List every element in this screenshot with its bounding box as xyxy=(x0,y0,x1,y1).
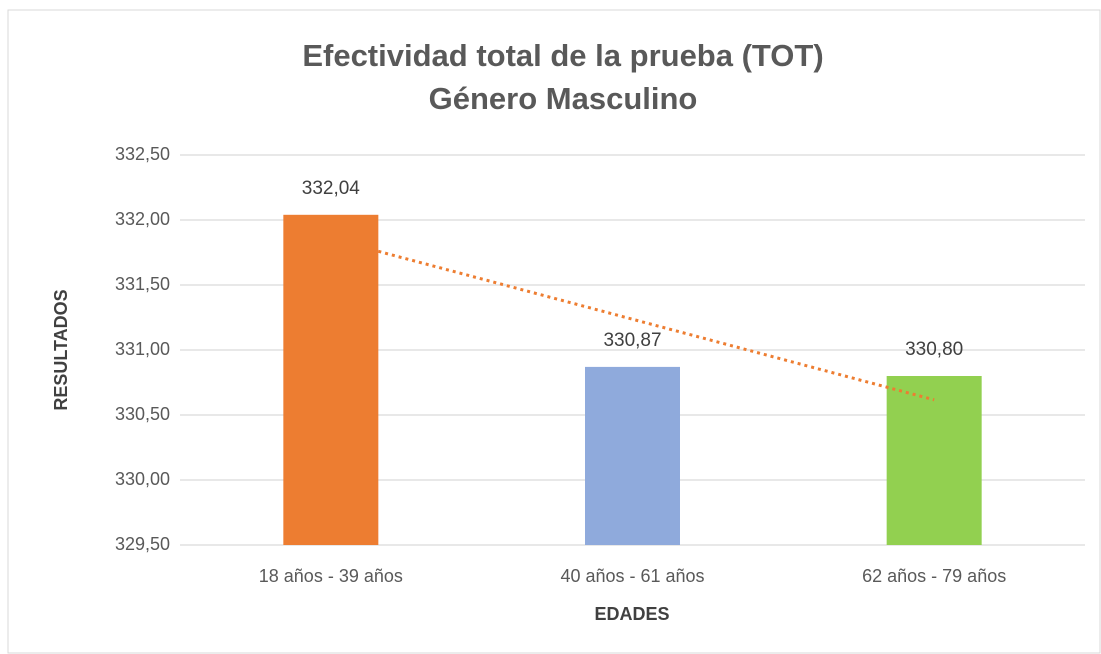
y-tick-label: 330,50 xyxy=(115,404,170,424)
x-tick-label: 40 años - 61 años xyxy=(560,566,704,586)
y-tick-label: 332,50 xyxy=(115,144,170,164)
x-axis-title: EDADES xyxy=(594,604,669,624)
y-tick-label: 329,50 xyxy=(115,534,170,554)
bar xyxy=(283,214,379,546)
y-tick-label: 331,50 xyxy=(115,274,170,294)
trendline xyxy=(377,249,935,402)
chart-subtitle: Género Masculino xyxy=(429,81,698,116)
x-tick-label: 62 años - 79 años xyxy=(862,566,1006,586)
value-label: 330,87 xyxy=(603,330,661,351)
bar xyxy=(886,376,982,545)
y-tick-label: 330,00 xyxy=(115,469,170,489)
chart-title: Efectividad total de la prueba (TOT) xyxy=(302,38,823,73)
value-label: 330,80 xyxy=(905,339,963,360)
y-axis-title: RESULTADOS xyxy=(51,289,71,410)
value-label: 332,04 xyxy=(302,178,361,199)
y-tick-label: 331,00 xyxy=(115,339,170,359)
chart-border xyxy=(7,9,1101,654)
bar xyxy=(585,366,680,545)
y-tick-label: 332,00 xyxy=(115,209,170,229)
x-tick-label: 18 años - 39 años xyxy=(259,566,403,586)
